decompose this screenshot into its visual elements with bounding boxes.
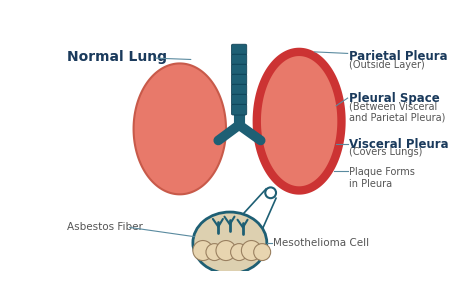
FancyBboxPatch shape [231, 64, 247, 75]
FancyBboxPatch shape [231, 84, 247, 95]
FancyBboxPatch shape [231, 44, 247, 55]
Circle shape [231, 244, 247, 261]
Polygon shape [134, 64, 226, 194]
Circle shape [193, 240, 213, 261]
Text: Mesothelioma Cell: Mesothelioma Cell [273, 238, 369, 248]
Polygon shape [257, 52, 341, 191]
Text: Pleural Space: Pleural Space [349, 92, 440, 105]
Text: (Between Visceral
and Parietal Pleura): (Between Visceral and Parietal Pleura) [349, 101, 446, 123]
FancyBboxPatch shape [231, 104, 247, 115]
Text: Plaque Forms
in Pleura: Plaque Forms in Pleura [349, 168, 415, 189]
FancyBboxPatch shape [231, 94, 247, 105]
Text: Visceral Pleura: Visceral Pleura [349, 138, 449, 151]
Text: Asbestos Fiber: Asbestos Fiber [66, 223, 143, 233]
FancyBboxPatch shape [231, 74, 247, 85]
FancyBboxPatch shape [231, 54, 247, 65]
Text: (Outside Layer): (Outside Layer) [349, 60, 425, 70]
Circle shape [206, 244, 223, 261]
Circle shape [254, 244, 271, 261]
Text: Parietal Pleura: Parietal Pleura [349, 50, 448, 63]
Circle shape [216, 240, 236, 261]
Text: Normal Lung: Normal Lung [66, 50, 166, 64]
Text: (Covers Lungs): (Covers Lungs) [349, 147, 422, 157]
Ellipse shape [193, 212, 267, 274]
Circle shape [241, 240, 261, 261]
